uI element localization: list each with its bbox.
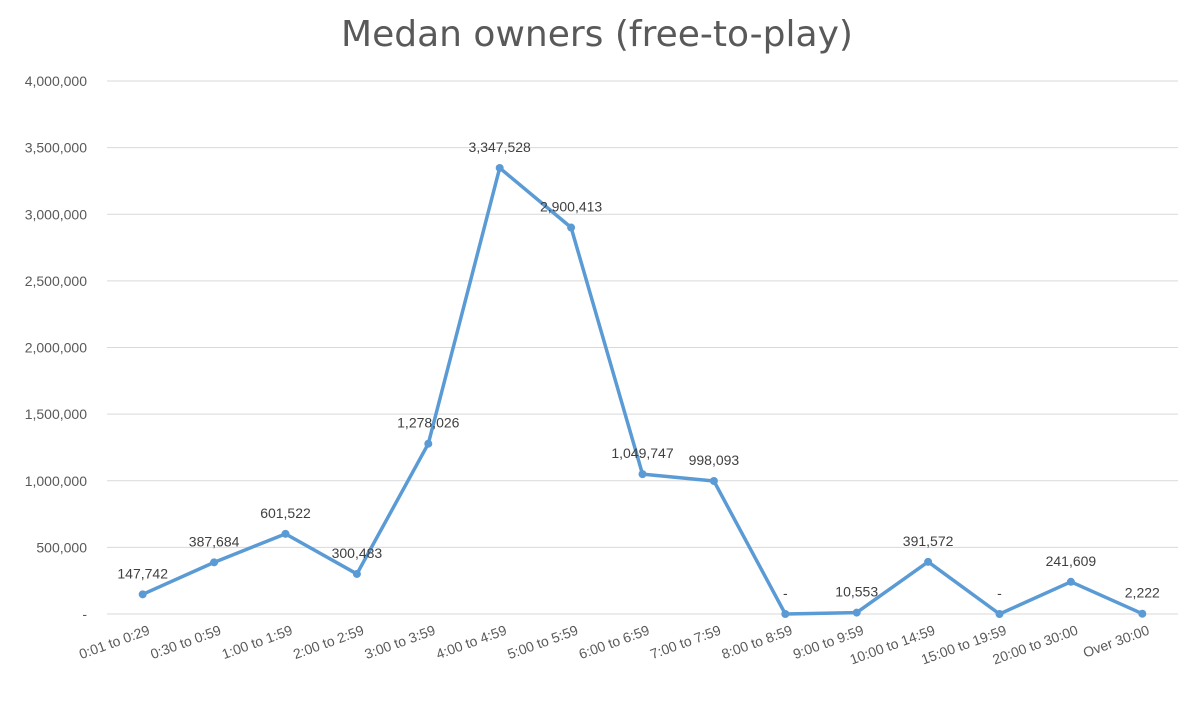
data-point — [495, 163, 504, 172]
x-tick-label: 3:00 to 3:59 — [362, 622, 437, 662]
x-tick-label: 0:01 to 0:29 — [77, 622, 152, 662]
x-tick-label: 5:00 to 5:59 — [505, 622, 580, 662]
x-tick-label: 6:00 to 6:59 — [577, 622, 652, 662]
x-tick-label: 2:00 to 2:59 — [291, 622, 366, 662]
data-label: - — [997, 585, 1002, 601]
data-labels: 147,742 387,684 601,522 300,483 1,278,026 3,3… — [117, 139, 1160, 601]
data-point — [138, 590, 147, 599]
y-tick-label: 2,500,000 — [25, 273, 87, 289]
y-tick-label: 1,000,000 — [25, 473, 87, 489]
data-point — [995, 610, 1004, 618]
data-label: 300,483 — [332, 545, 383, 561]
x-tick-label: Over 30:00 — [1081, 622, 1152, 661]
data-point — [210, 558, 219, 567]
y-axis-tick-labels: - 500,000 1,000,000 1,500,000 2,000,000 2,500… — [25, 73, 88, 622]
x-axis-tick-labels: 0:01 to 0:290:30 to 0:591:00 to 1:592:00… — [77, 622, 1152, 668]
data-point — [352, 569, 361, 578]
data-label: 147,742 — [117, 565, 168, 581]
data-label: 3,347,528 — [469, 139, 531, 155]
data-point — [924, 557, 933, 566]
data-label: 2,900,413 — [540, 199, 602, 215]
grid-lines — [107, 80, 1178, 615]
data-point — [1066, 577, 1075, 586]
data-label: 1,278,026 — [397, 415, 459, 431]
chart-title: Medan owners (free-to-play) — [341, 14, 853, 55]
x-tick-label: 4:00 to 4:59 — [434, 622, 509, 662]
data-point — [709, 477, 718, 486]
data-point — [852, 608, 861, 617]
data-point — [638, 470, 647, 479]
data-point — [567, 223, 576, 232]
data-label: 10,553 — [835, 584, 878, 600]
x-tick-label: 8:00 to 8:59 — [719, 622, 794, 662]
data-point — [281, 529, 290, 538]
y-tick-label: 3,500,000 — [25, 140, 87, 156]
data-label: 601,522 — [260, 505, 311, 521]
y-tick-label: 2,000,000 — [25, 340, 87, 356]
data-label: 1,049,747 — [611, 445, 673, 461]
data-label: - — [783, 585, 788, 601]
y-tick-label: 1,500,000 — [25, 406, 87, 422]
data-points — [138, 163, 1147, 618]
y-tick-label: 500,000 — [36, 539, 87, 555]
y-tick-label: 3,000,000 — [25, 206, 87, 222]
data-label: 391,572 — [903, 533, 954, 549]
x-tick-label: 1:00 to 1:59 — [220, 622, 295, 662]
data-label: 387,684 — [189, 533, 240, 549]
data-label: 241,609 — [1046, 553, 1097, 569]
data-label: 998,093 — [689, 452, 740, 468]
data-label: 2,222 — [1125, 585, 1160, 601]
data-point — [424, 439, 433, 448]
data-point — [781, 610, 790, 618]
y-tick-label: - — [82, 606, 87, 622]
data-point — [1138, 609, 1147, 618]
x-tick-label: 0:30 to 0:59 — [148, 622, 223, 662]
y-tick-label: 4,000,000 — [25, 73, 87, 89]
x-tick-label: 7:00 to 7:59 — [648, 622, 723, 662]
